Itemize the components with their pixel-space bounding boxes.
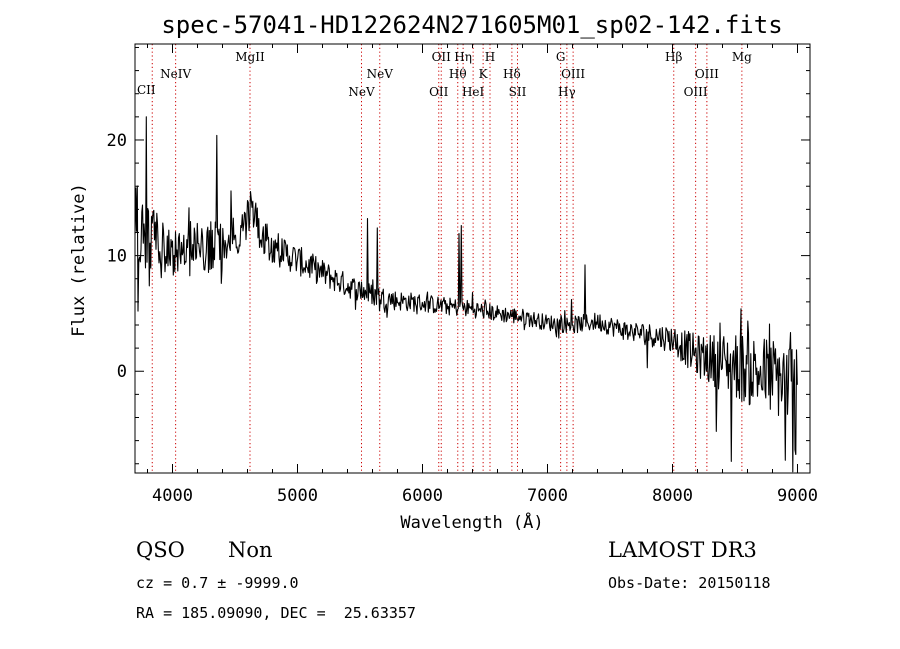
y-tick-label: 10 <box>107 247 127 267</box>
y-axis-label: Flux (relative) <box>69 183 89 337</box>
x-tick-label: 8000 <box>652 486 693 506</box>
x-axis-label: Wavelength (Å) <box>400 511 543 533</box>
x-tick-labels: 4000 5000 6000 7000 8000 9000 <box>152 486 818 506</box>
redshift-readout: cz = 0.7 ± -9999.0 <box>136 574 299 592</box>
object-subclass: Non <box>228 538 273 562</box>
line-label: G <box>556 50 566 64</box>
line-label: Mg <box>732 50 752 64</box>
x-tick-label: 5000 <box>277 486 318 506</box>
x-tick-label: 7000 <box>527 486 568 506</box>
line-label: K <box>479 67 489 81</box>
spectrum-line <box>134 116 798 473</box>
survey-name: LAMOST DR3 <box>608 538 757 562</box>
line-label: NeIV <box>160 67 191 81</box>
line-label: NeV <box>348 85 375 99</box>
line-label: OII <box>432 50 452 64</box>
line-labels: CIINeIVMgIINeVNeVOIIOIIHθHηHeIKHHδSIIGHγ… <box>137 50 752 99</box>
x-tick-label: 4000 <box>152 486 193 506</box>
line-label: OIII <box>695 67 719 81</box>
line-label: OII <box>429 85 449 99</box>
line-label: MgII <box>235 50 265 64</box>
x-tick-label: 6000 <box>402 486 443 506</box>
grid-ticks <box>135 44 810 473</box>
line-label: Hδ <box>503 67 521 81</box>
y-tick-label: 0 <box>117 362 127 382</box>
line-label: Hθ <box>449 67 467 81</box>
obs-date: Obs-Date: 20150118 <box>608 574 771 592</box>
x-tick-label: 9000 <box>777 486 818 506</box>
plot-frame <box>134 43 811 474</box>
coordinates: RA = 185.09090, DEC = 25.63357 <box>136 604 416 622</box>
object-class: QSO <box>136 538 185 562</box>
line-markers <box>151 44 743 473</box>
line-label: Hη <box>454 50 472 64</box>
y-tick-labels: 0 10 20 <box>107 131 127 382</box>
line-label: HeI <box>462 85 485 99</box>
line-label: Hγ <box>558 85 576 99</box>
line-label: NeV <box>367 67 394 81</box>
line-label: SII <box>509 85 527 99</box>
chart-title: spec-57041-HD122624N271605M01_sp02-142.f… <box>161 11 782 39</box>
y-tick-label: 20 <box>107 131 127 151</box>
line-label: OIII <box>561 67 585 81</box>
line-label: H <box>485 50 495 64</box>
spectrum-series <box>134 116 798 473</box>
line-label: OIII <box>684 85 708 99</box>
line-label: Hβ <box>665 50 682 64</box>
line-label: CII <box>137 83 156 97</box>
